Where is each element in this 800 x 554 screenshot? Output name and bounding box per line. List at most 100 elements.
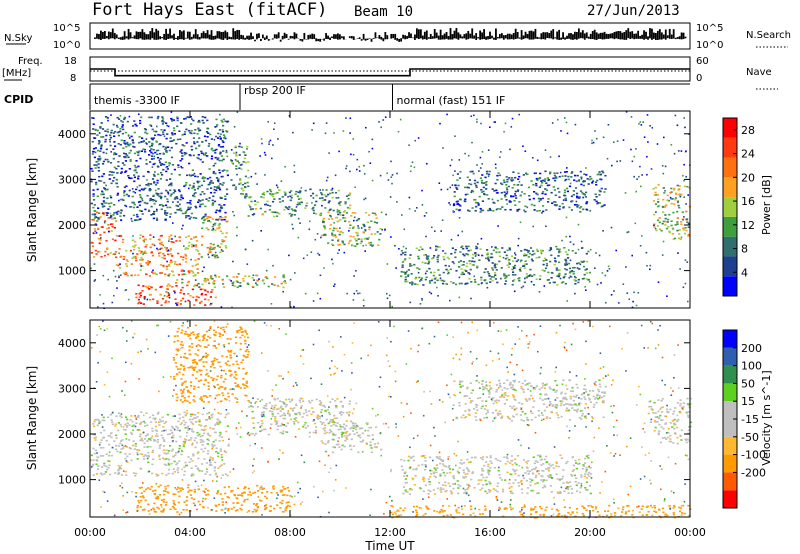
echo-cell — [419, 303, 422, 305]
echo-cell — [278, 198, 281, 200]
echo-cell — [123, 156, 126, 158]
echo-cell — [678, 188, 681, 190]
echo-cell — [369, 444, 372, 447]
echo-cell — [191, 118, 193, 120]
echo-cell — [279, 415, 282, 417]
echo-cell — [469, 170, 472, 173]
echo-cell — [99, 234, 102, 236]
echo-cell — [149, 199, 152, 202]
echo-cell — [572, 190, 575, 192]
echo-cell — [283, 488, 286, 490]
echo-cell — [194, 446, 197, 449]
echo-cell — [143, 201, 146, 204]
echo-cell — [176, 279, 179, 281]
echo-cell — [587, 279, 590, 281]
echo-cell — [100, 180, 103, 182]
echo-cell — [176, 348, 180, 351]
echo-cell — [340, 431, 343, 434]
echo-cell — [241, 183, 244, 186]
echo-cell — [474, 252, 477, 254]
echo-cell — [293, 407, 296, 409]
echo-cell — [654, 203, 658, 205]
echo-cell — [631, 306, 634, 309]
echo-cell — [565, 216, 568, 219]
echo-cell — [165, 247, 168, 249]
echo-cell — [139, 433, 142, 436]
echo-cell — [117, 464, 120, 467]
echo-cell — [444, 264, 447, 267]
echo-cell — [285, 425, 288, 427]
echo-cell — [152, 217, 155, 220]
echo-cell — [471, 471, 474, 473]
echo-cell — [544, 193, 547, 195]
echo-cell — [495, 167, 497, 169]
echo-cell — [262, 279, 265, 281]
echo-cell — [666, 295, 668, 297]
echo-cell — [120, 167, 123, 170]
echo-cell — [325, 189, 328, 191]
echo-cell — [160, 208, 163, 211]
echo-cell — [141, 440, 144, 442]
echo-cell — [284, 192, 287, 195]
echo-cell — [211, 229, 214, 231]
echo-cell — [214, 331, 217, 333]
echo-cell — [467, 249, 470, 252]
echo-cell — [657, 198, 660, 201]
echo-cell — [175, 399, 178, 402]
echo-cell — [246, 385, 249, 388]
echo-cell — [247, 399, 250, 402]
echo-cell — [164, 161, 167, 163]
echo-cell — [240, 168, 243, 170]
echo-cell — [335, 405, 338, 407]
echo-cell — [349, 420, 353, 423]
echo-cell — [98, 422, 101, 425]
echo-cell — [275, 423, 278, 426]
echo-cell — [319, 189, 321, 191]
echo-cell — [260, 138, 263, 140]
echo-cell — [323, 226, 326, 228]
echo-cell — [201, 199, 204, 201]
echo-cell — [123, 164, 126, 166]
echo-cell — [533, 209, 536, 211]
echo-cell — [283, 403, 286, 405]
echo-cell — [138, 218, 141, 221]
echo-cell — [475, 245, 478, 248]
echo-cell — [242, 378, 245, 380]
echo-cell — [197, 344, 200, 346]
echo-cell — [193, 358, 196, 361]
echo-cell — [503, 194, 507, 196]
echo-cell — [134, 166, 137, 169]
echo-cell — [213, 286, 216, 288]
echo-cell — [230, 280, 232, 282]
echo-cell — [320, 236, 322, 239]
echo-cell — [220, 205, 223, 207]
echo-cell — [99, 216, 102, 218]
echo-cell — [213, 138, 216, 141]
echo-cell — [213, 224, 217, 226]
echo-cell — [226, 121, 229, 123]
echo-cell — [94, 210, 97, 212]
echo-cell — [211, 413, 214, 416]
echo-cell — [150, 155, 154, 157]
echo-cell — [678, 150, 680, 152]
echo-cell — [170, 183, 173, 186]
colorbar-cell — [723, 177, 737, 198]
echo-cell — [203, 180, 206, 182]
echo-cell — [202, 339, 205, 341]
freq-trace — [90, 68, 690, 77]
echo-cell — [505, 275, 508, 278]
echo-cell — [529, 481, 532, 483]
echo-cell — [169, 189, 172, 192]
echo-cell — [323, 221, 325, 223]
echo-cell — [247, 350, 250, 353]
echo-cell — [195, 206, 198, 209]
echo-cell — [165, 421, 168, 423]
echo-cell — [302, 400, 305, 402]
echo-cell — [134, 169, 137, 171]
echo-cell — [190, 489, 193, 492]
echo-cell — [437, 269, 440, 271]
echo-cell — [112, 180, 115, 182]
echo-cell — [196, 156, 199, 159]
echo-cell — [213, 329, 216, 332]
echo-cell — [122, 258, 125, 260]
